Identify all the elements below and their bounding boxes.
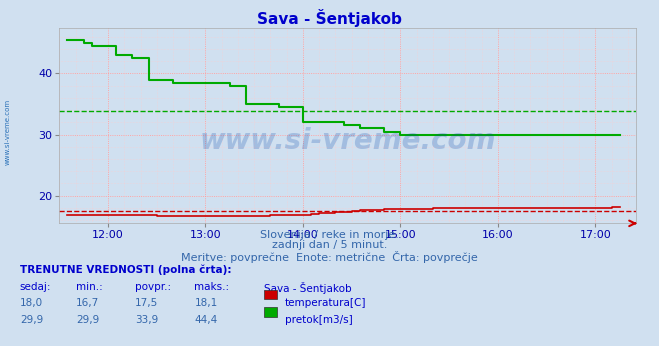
Text: 44,4: 44,4 bbox=[194, 315, 217, 325]
Text: povpr.:: povpr.: bbox=[135, 282, 171, 292]
Text: temperatura[C]: temperatura[C] bbox=[285, 298, 366, 308]
Text: 18,1: 18,1 bbox=[194, 298, 217, 308]
Text: sedaj:: sedaj: bbox=[20, 282, 51, 292]
Text: maks.:: maks.: bbox=[194, 282, 229, 292]
Text: Sava - Šentjakob: Sava - Šentjakob bbox=[264, 282, 351, 294]
Text: Sava - Šentjakob: Sava - Šentjakob bbox=[257, 9, 402, 27]
Text: zadnji dan / 5 minut.: zadnji dan / 5 minut. bbox=[272, 240, 387, 251]
Text: Slovenija / reke in morje.: Slovenija / reke in morje. bbox=[260, 230, 399, 240]
Text: 18,0: 18,0 bbox=[20, 298, 43, 308]
Text: min.:: min.: bbox=[76, 282, 103, 292]
Text: 33,9: 33,9 bbox=[135, 315, 158, 325]
Text: TRENUTNE VREDNOSTI (polna črta):: TRENUTNE VREDNOSTI (polna črta): bbox=[20, 265, 231, 275]
Text: 29,9: 29,9 bbox=[76, 315, 99, 325]
Text: www.si-vreme.com: www.si-vreme.com bbox=[200, 127, 496, 155]
Text: 17,5: 17,5 bbox=[135, 298, 158, 308]
Text: Meritve: povprečne  Enote: metrične  Črta: povprečje: Meritve: povprečne Enote: metrične Črta:… bbox=[181, 251, 478, 263]
Text: www.si-vreme.com: www.si-vreme.com bbox=[5, 98, 11, 165]
Text: pretok[m3/s]: pretok[m3/s] bbox=[285, 315, 353, 325]
Text: 16,7: 16,7 bbox=[76, 298, 99, 308]
Text: 29,9: 29,9 bbox=[20, 315, 43, 325]
